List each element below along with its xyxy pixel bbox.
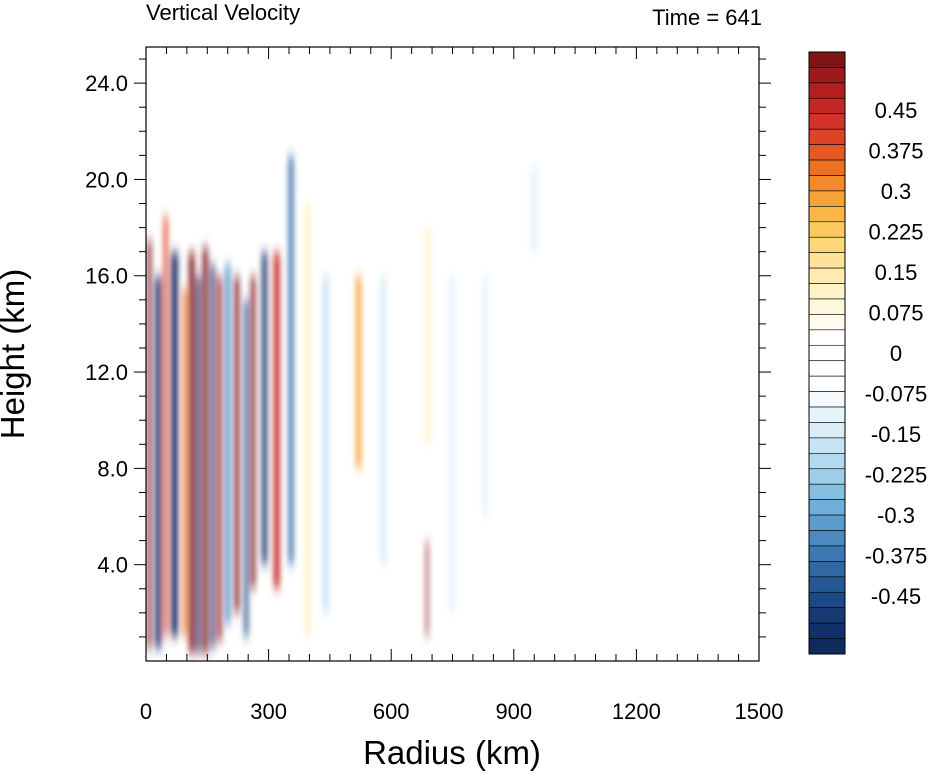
velocity-band [530,167,539,252]
velocity-band [304,203,311,637]
colorbar-swatch [808,267,846,284]
colorbar-label: 0 [890,341,902,366]
velocity-band [234,275,239,613]
y-tick-label: 20.0 [85,167,128,192]
velocity-band [147,239,152,649]
velocity-band [217,275,222,642]
colorbar-swatch [808,576,846,593]
colorbar-swatch [808,298,846,315]
colorbar-label: 0.3 [881,179,912,204]
y-tick-label: 8.0 [97,456,128,481]
velocity-band [183,287,187,637]
x-tick-label: 600 [373,699,410,724]
colorbar-swatch [808,375,846,392]
velocity-band [449,275,456,613]
colorbar-label: -0.15 [871,422,921,447]
colorbar-swatch [808,607,846,624]
colorbar-swatch [808,344,846,362]
velocity-band [482,275,488,517]
colorbar-swatch [808,113,846,130]
chart-time-label: Time = 641 [652,5,762,30]
colorbar-swatch [808,499,846,516]
y-axis-label: Height (km) [0,269,31,440]
colorbar-swatch [808,468,846,485]
colorbar-swatch [808,622,846,639]
velocity-band [196,275,201,654]
colorbar-swatch [808,453,846,470]
colorbar-swatch [808,561,846,578]
colorbar-swatch [808,530,846,547]
velocity-band [356,275,361,469]
velocity-band [273,251,280,589]
velocity-band [426,540,429,637]
colorbar-swatch [808,51,846,68]
colorbar-swatch [808,514,846,531]
velocity-band [189,251,195,654]
colorbar-swatch [808,406,846,423]
x-tick-label: 300 [250,699,287,724]
velocity-band [225,263,230,625]
velocity-band [155,275,162,649]
colorbar-label: 0.45 [875,98,918,123]
colorbar-swatch [808,236,846,253]
colorbar-swatch [808,221,846,238]
colorbar-swatch [808,175,846,192]
colorbar-swatch [808,128,846,145]
y-tick-label: 16.0 [85,264,128,289]
colorbar-swatch [808,98,846,115]
colorbar-frame [808,51,846,655]
velocity-band [210,263,215,649]
x-tick-label: 900 [495,699,532,724]
colorbar-label: 0.15 [875,260,918,285]
velocity-band [244,299,248,637]
velocity-band [380,275,386,565]
y-tick-label: 24.0 [85,71,128,96]
colorbar-swatch [808,252,846,269]
colorbar-swatch [808,391,846,408]
colorbar-swatch [808,159,846,176]
colorbar-swatch [808,144,846,161]
velocity-band [251,275,256,589]
colorbar-swatch [808,483,846,500]
x-tick-label: 1200 [612,699,661,724]
x-tick-label: 1500 [735,699,784,724]
velocity-band [202,246,208,654]
colorbar-swatch [808,82,846,99]
colorbar-swatch [808,206,846,223]
chart-title: Vertical Velocity [146,0,300,25]
colorbar-swatch [808,67,846,84]
velocity-band [425,227,431,445]
x-tick-label: 0 [140,699,152,724]
colorbar-swatch [808,314,846,331]
colorbar: 0.45 0.375 0.3 0.225 0.15 0.075 0 -0.075 -0.15 -0… [808,51,927,655]
colorbar-label: -0.3 [877,503,915,528]
axis-ticks: 0 300 600 900 1200 1500 4.0 8.0 12.0 16.0 20.0 24.0 [85,47,783,724]
colorbar-swatch [808,422,846,439]
x-axis-label: Radius (km) [363,734,541,771]
colorbar-swatch [808,545,846,562]
velocity-band [288,155,294,565]
velocity-band [171,251,178,637]
colorbar-swatch [808,360,846,377]
colorbar-label: -0.375 [865,544,927,569]
colorbar-swatch [808,283,846,300]
y-tick-label: 4.0 [97,553,128,578]
colorbar-label: -0.075 [865,382,927,407]
colorbar-swatch [808,329,846,346]
velocity-band [163,215,168,637]
colorbar-label: 0.375 [868,138,923,163]
colorbar-label: 0.075 [868,301,923,326]
colorbar-swatch [808,437,846,454]
colorbar-swatch [808,638,846,655]
y-tick-label: 12.0 [85,360,128,385]
colorbar-swatch [808,591,846,609]
colorbar-label: -0.45 [871,584,921,609]
velocity-field [147,155,539,654]
velocity-band [262,251,267,565]
velocity-band [322,275,329,613]
colorbar-swatch [808,190,846,207]
colorbar-label: 0.225 [868,219,923,244]
colorbar-label: -0.225 [865,463,927,488]
